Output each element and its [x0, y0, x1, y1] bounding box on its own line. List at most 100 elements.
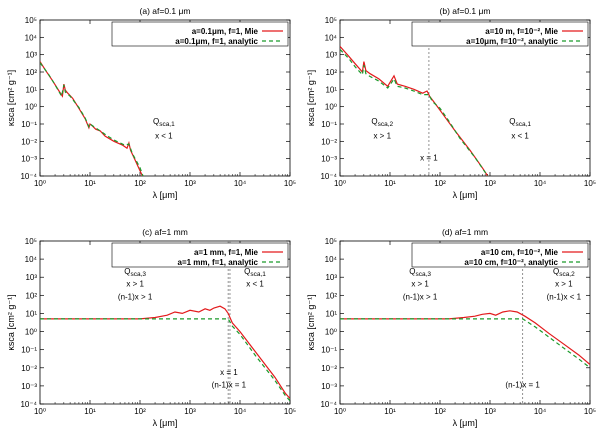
y-tick-label: 10² [25, 291, 37, 300]
plot-frame [39, 19, 291, 177]
annotation: Qsca,2 [553, 267, 575, 278]
y-tick-label: 10⁻³ [21, 382, 37, 391]
x-tick-label: 10² [134, 407, 146, 416]
x-tick-label: 10⁴ [234, 407, 247, 416]
x-tick-label: 10⁰ [34, 179, 46, 188]
legend-label: a=1 mm, f=1, Mie [194, 248, 259, 257]
annotation: x > 1 [373, 131, 391, 140]
x-tick-label: 10¹ [384, 179, 396, 188]
plot-frame [339, 19, 591, 177]
y-axis-label: κsca [cm² g⁻¹] [306, 70, 316, 126]
chart-title: (d) af=1 mm [442, 227, 488, 237]
y-tick-label: 10⁴ [25, 33, 38, 42]
y-tick-label: 10⁻¹ [21, 346, 37, 355]
x-tick-label: 10⁵ [284, 179, 296, 188]
y-tick-label: 10⁴ [325, 255, 338, 264]
legend-box [411, 242, 589, 268]
y-tick-label: 10⁻² [21, 364, 37, 373]
annotation: (n-1)x > 1 [118, 292, 153, 301]
y-tick-label: 10⁻¹ [321, 346, 337, 355]
legend-label: a=0.1μm, f=1, analytic [175, 37, 258, 46]
y-tick-label: 10⁻² [321, 364, 337, 373]
series-line-1 [40, 318, 290, 402]
annotation: x > 1 [126, 280, 144, 289]
y-tick-label: 10⁻² [321, 137, 337, 146]
y-axis-label: κsca [cm² g⁻¹] [6, 294, 16, 350]
legend-label: a=0.1μm, f=1, Mie [192, 27, 259, 36]
y-tick-label: 10⁻¹ [321, 120, 337, 129]
y-tick-label: 10⁰ [325, 103, 337, 112]
x-tick-label: 10⁵ [284, 407, 296, 416]
y-tick-label: 10⁻⁴ [20, 172, 37, 181]
y-tick-label: 10⁻⁴ [320, 172, 337, 181]
x-tick-label: 10⁰ [334, 407, 346, 416]
y-tick-label: 10³ [25, 273, 37, 282]
chart-panel-3: (d) af=1 mm 10⁰ 10¹ 10² 10³ 10⁴ 10⁵ 10⁻⁴ 10⁻³ 10⁻… [306, 227, 596, 428]
x-axis-label: λ [μm] [453, 190, 478, 200]
y-tick-label: 10⁻² [21, 137, 37, 146]
legend-label: a=10 cm, f=10⁻², Mie [481, 248, 559, 257]
y-tick-label: 10¹ [325, 309, 337, 318]
x-tick-label: 10⁵ [584, 179, 596, 188]
annotation: Qsca,1 [153, 117, 175, 128]
y-tick-label: 10⁻³ [21, 155, 37, 164]
annotation: x < 1 [155, 131, 173, 140]
series-line-0 [340, 46, 489, 176]
x-tick-label: 10¹ [84, 407, 96, 416]
y-tick-label: 10³ [25, 51, 37, 60]
y-axis-label: κsca [cm² g⁻¹] [306, 294, 316, 350]
y-tick-label: 10⁻³ [321, 382, 337, 391]
x-axis-label: λ [μm] [453, 418, 478, 428]
y-axis-label: κsca [cm² g⁻¹] [6, 70, 16, 126]
y-tick-label: 10² [325, 291, 337, 300]
legend-label: a=10 m, f=10⁻², Mie [485, 27, 558, 36]
y-tick-label: 10⁵ [325, 16, 337, 25]
annotation: x < 1 [246, 280, 264, 289]
y-tick-label: 10⁵ [25, 16, 37, 25]
chart-title: (b) af=0.1 μm [440, 6, 491, 16]
annotation: (n-1)x > 1 [403, 292, 438, 301]
y-tick-label: 10² [25, 68, 37, 77]
legend-box [111, 21, 289, 47]
annotation: Qsca,1 [244, 267, 266, 278]
y-tick-label: 10¹ [325, 85, 337, 94]
y-tick-label: 10⁰ [25, 328, 37, 337]
annotation: x < 1 [511, 131, 529, 140]
annotation: (n-1)x < 1 [547, 292, 582, 301]
legend-label: a=1 mm, f=1, analytic [178, 258, 259, 267]
series-line-1 [40, 62, 144, 176]
y-tick-label: 10⁻⁴ [20, 400, 37, 409]
series-line-0 [40, 61, 144, 176]
x-tick-label: 10¹ [84, 179, 96, 188]
x-tick-label: 10⁰ [334, 179, 346, 188]
legend-label: a=10μm, f=10⁻², analytic [466, 37, 558, 46]
y-tick-label: 10¹ [25, 85, 37, 94]
annotation: x = 1 [220, 368, 238, 377]
legend-box [411, 21, 589, 47]
y-tick-label: 10⁻³ [321, 155, 337, 164]
x-tick-label: 10³ [184, 179, 196, 188]
y-tick-label: 10¹ [25, 309, 37, 318]
y-tick-label: 10⁻¹ [21, 120, 37, 129]
annotation: x > 1 [555, 280, 573, 289]
annotation: (n-1)x = 1 [505, 381, 540, 390]
y-tick-label: 10⁰ [25, 103, 37, 112]
series-line-0 [340, 310, 590, 366]
y-tick-label: 10³ [325, 51, 337, 60]
y-tick-label: 10⁵ [25, 237, 37, 246]
annotation: x = 1 [420, 153, 438, 162]
x-tick-label: 10³ [484, 407, 496, 416]
y-tick-label: 10⁵ [325, 237, 337, 246]
plot-frame [339, 240, 591, 405]
annotation: Qsca,3 [409, 267, 431, 278]
chart-panel-2: (c) af=1 mm 10⁰ 10¹ 10² 10³ 10⁴ 10⁵ 10⁻⁴ 10⁻³ 10⁻… [6, 227, 296, 428]
x-tick-label: 10³ [484, 179, 496, 188]
y-tick-label: 10⁴ [25, 255, 38, 264]
chart-panel-0: (a) af=0.1 μm 10⁰ 10¹ 10² 10³ 10⁴ 10⁵ 10⁻⁴ 10⁻³ 1… [6, 6, 296, 200]
legend-label: a=10 cm, f=10⁻², analytic [464, 258, 558, 267]
annotation: Qsca,3 [124, 267, 146, 278]
x-tick-label: 10⁴ [534, 179, 547, 188]
x-tick-label: 10² [434, 179, 446, 188]
y-tick-label: 10⁻⁴ [320, 400, 337, 409]
x-tick-label: 10⁴ [534, 407, 547, 416]
